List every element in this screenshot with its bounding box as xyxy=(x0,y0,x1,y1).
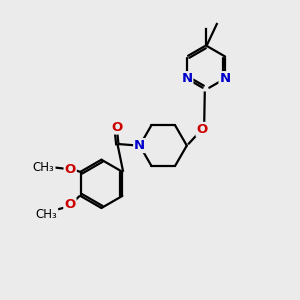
Text: CH₃: CH₃ xyxy=(33,160,55,174)
Text: O: O xyxy=(64,198,76,211)
Text: N: N xyxy=(134,139,145,152)
Text: O: O xyxy=(111,121,123,134)
Text: O: O xyxy=(64,163,76,176)
Text: N: N xyxy=(220,72,231,85)
Text: O: O xyxy=(196,123,208,136)
Text: N: N xyxy=(181,72,192,85)
Text: CH₃: CH₃ xyxy=(35,208,57,221)
